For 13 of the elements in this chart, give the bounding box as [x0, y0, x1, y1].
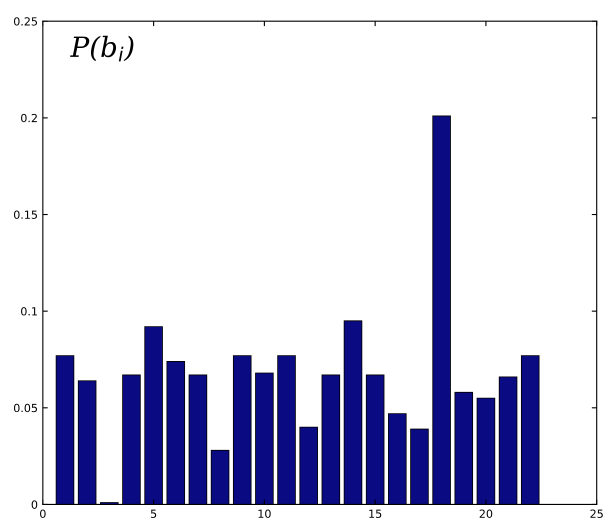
y-tick-label: 0.2 [21, 114, 37, 122]
y-tick-label: 0.25 [14, 17, 38, 26]
x-tick-label: 20 [480, 510, 492, 518]
x-tick-label: 25 [590, 510, 603, 518]
x-tick-label: 0 [40, 510, 46, 518]
y-tick-label: 0.05 [14, 404, 38, 412]
x-tick-label: 15 [369, 510, 382, 518]
x-tick-label: 10 [258, 510, 271, 518]
y-tick-label: 0.15 [14, 210, 38, 219]
y-tick-label: 0.1 [21, 307, 37, 316]
y-tick-label: 0 [32, 500, 38, 509]
x-tick-label: 5 [150, 510, 156, 518]
annotation: P(b$_{i}$) [70, 36, 134, 62]
